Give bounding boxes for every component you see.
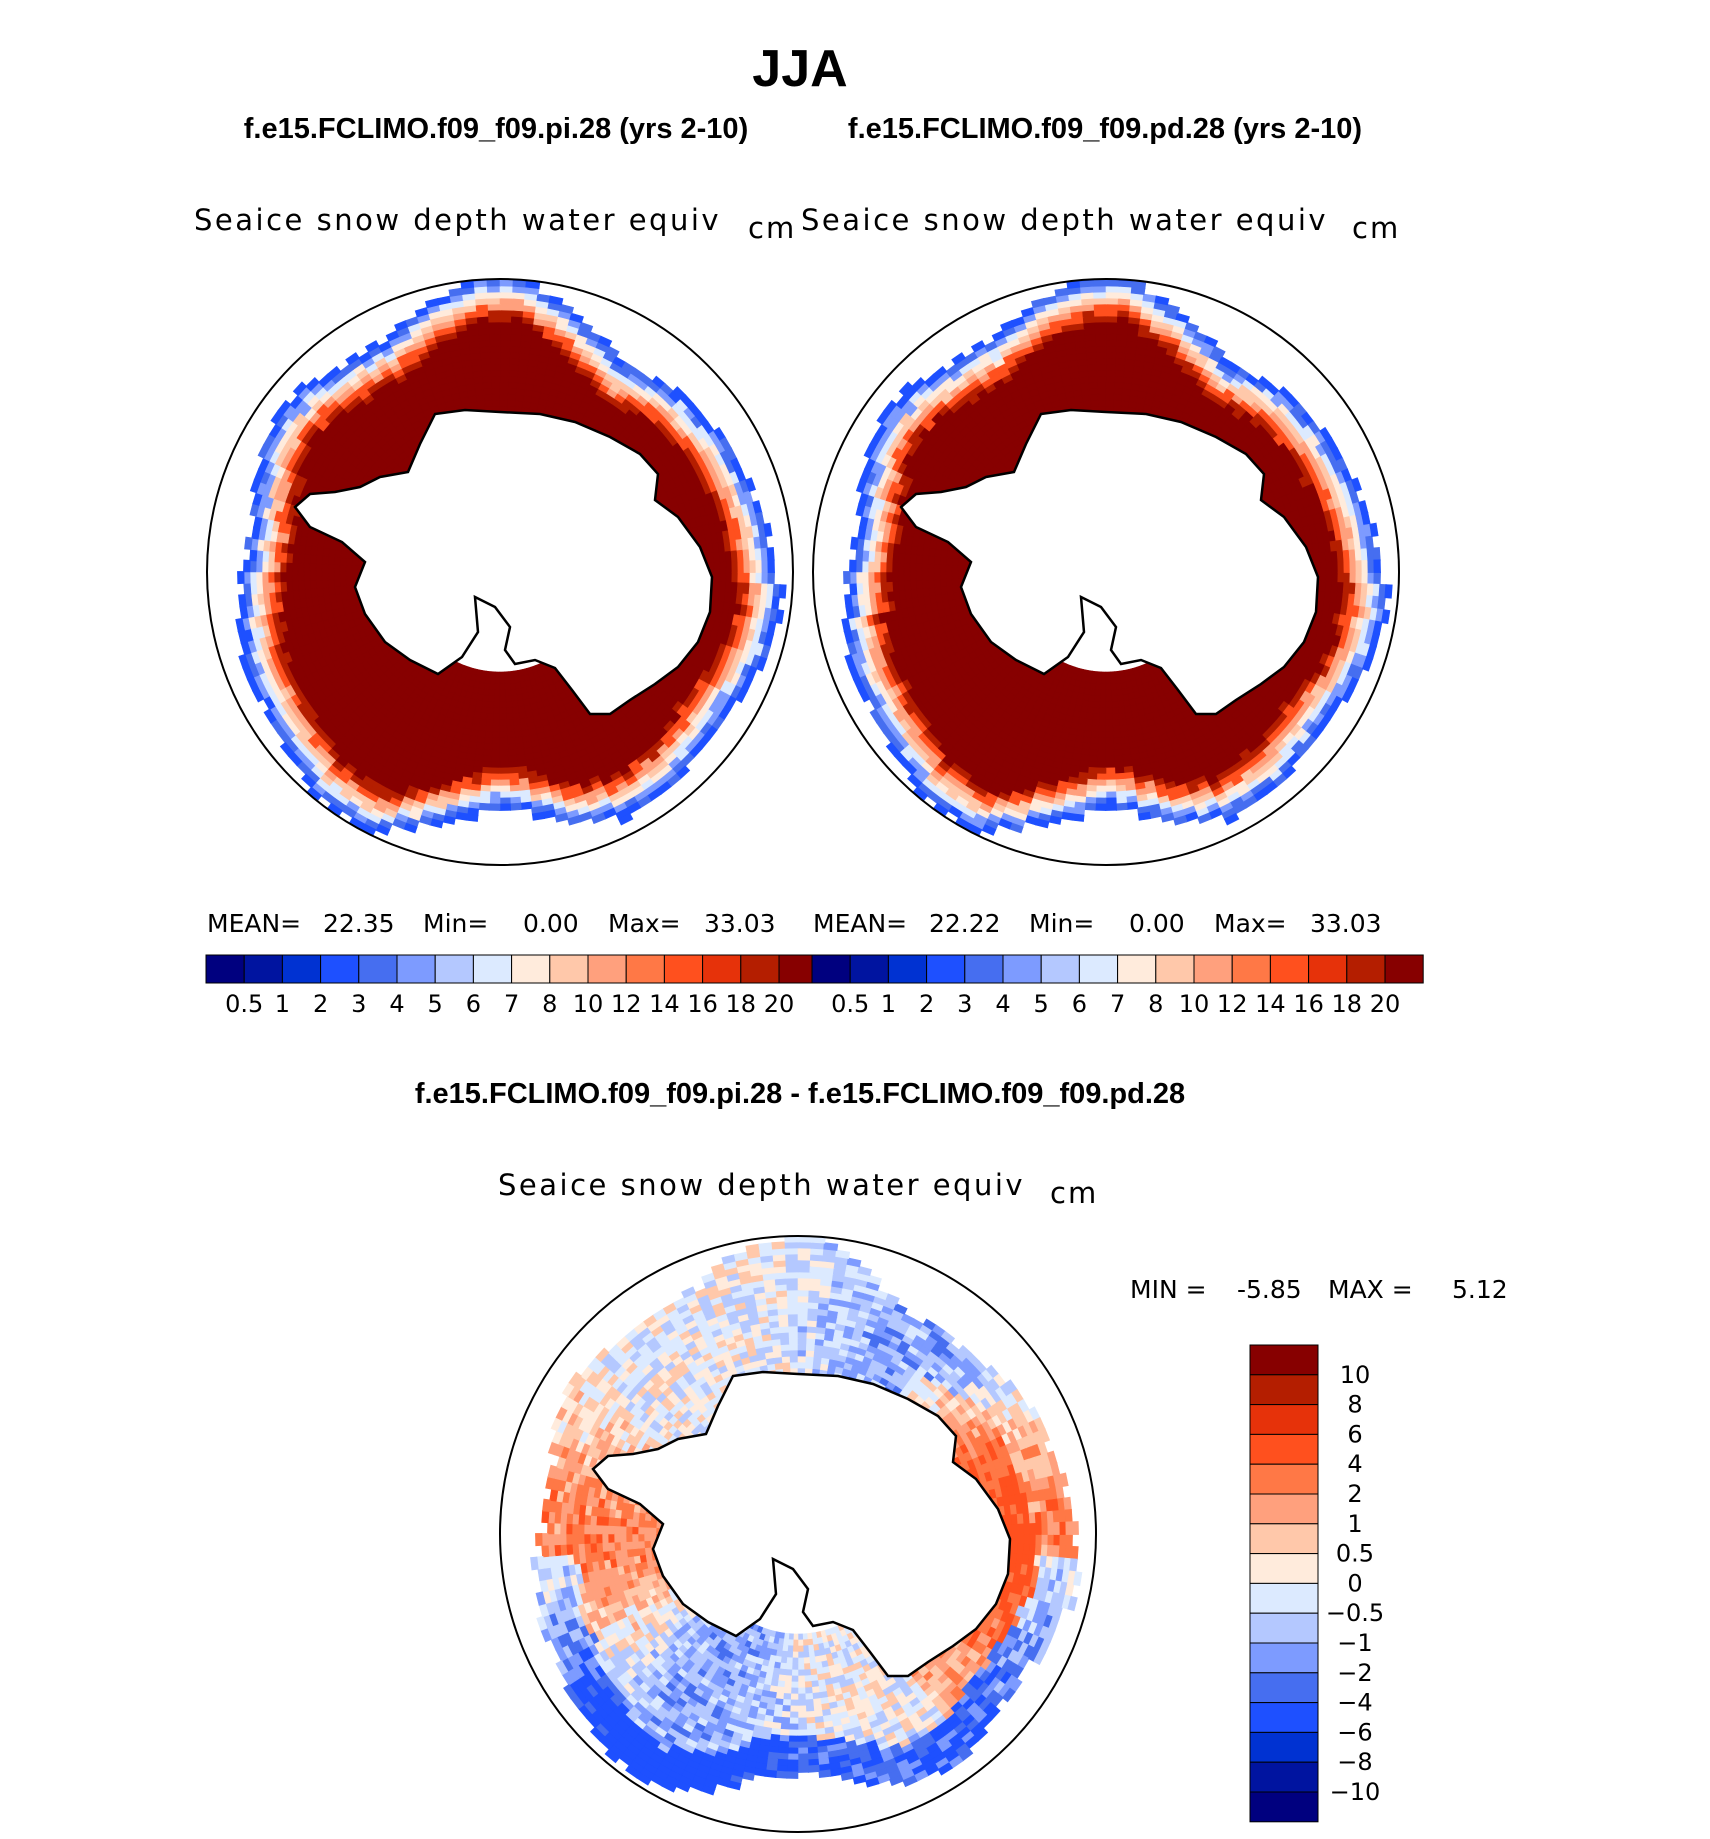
colorbar-swatch xyxy=(396,954,436,984)
colorbar-tick-label: 18 xyxy=(726,990,757,1018)
grid-cell xyxy=(251,526,261,540)
colorbar-swatch xyxy=(549,954,589,984)
panel-pd-title: Seaice snow depth water equiv xyxy=(801,203,1328,237)
stat-mean-label: MEAN= xyxy=(207,909,301,938)
panel-pi: Seaice snow depth water equiv cm MEAN= 2… xyxy=(194,203,818,1018)
grid-cell xyxy=(239,605,249,620)
grid-cell xyxy=(766,547,775,561)
colorbar-tick-label: 16 xyxy=(687,990,718,1018)
panel-pi-title: Seaice snow depth water equiv xyxy=(194,203,721,237)
colorbar-swatch xyxy=(205,954,245,984)
grid-cell xyxy=(1105,689,1112,697)
grid-cell xyxy=(237,571,245,585)
colorbar-tick-label: 5 xyxy=(428,990,443,1018)
colorbar-swatch xyxy=(243,954,283,984)
colorbar-swatch xyxy=(511,954,551,984)
colorbar-swatch xyxy=(434,954,474,984)
colorbar-pi: 0.5 1 2 3 4 5 6 7 8 10 12 14 16 18 20 xyxy=(205,954,818,1018)
grid-cell xyxy=(1105,677,1112,685)
colorbar-swatch xyxy=(740,954,780,984)
grid-cell xyxy=(499,803,512,811)
stat-min-label: Min= xyxy=(423,909,488,938)
grid-cell xyxy=(759,535,768,550)
colorbar-swatch xyxy=(320,954,360,984)
grid-cell xyxy=(771,596,780,611)
case-pi-title: f.e15.FCLIMO.f09_f09.pi.28 (yrs 2-10) xyxy=(244,113,748,145)
grid-cell xyxy=(1105,683,1112,691)
grid-cell xyxy=(1105,671,1112,679)
colorbar-tick-label: 14 xyxy=(649,990,680,1018)
stat-min-value: 0.00 xyxy=(523,909,579,938)
colorbar-tick-label: 2 xyxy=(313,990,328,1018)
grid-cell xyxy=(486,279,501,287)
season-title: JJA xyxy=(752,40,847,98)
grid-cell xyxy=(519,801,533,811)
grid-cell xyxy=(499,279,515,287)
colorbar-tick-label: 6 xyxy=(466,990,481,1018)
panel-pd: Seaice snow depth water equiv cm MEAN= 2… xyxy=(801,203,1424,1018)
grid-cell xyxy=(454,811,468,821)
stat-mean-value: 22.35 xyxy=(323,909,395,938)
grid-cell xyxy=(477,802,490,811)
grid-cell xyxy=(243,559,251,573)
colorbar-tick-label: 4 xyxy=(389,990,404,1018)
grid-cell xyxy=(509,802,522,811)
colorbar-swatch xyxy=(281,954,322,984)
grid-cell xyxy=(244,536,253,550)
grid-cell xyxy=(767,571,775,586)
colorbar-swatch xyxy=(778,954,818,984)
stat-max-label: Max= xyxy=(608,909,681,938)
colorbar-tick-label: 10 xyxy=(573,990,604,1018)
grid-cell xyxy=(499,677,506,685)
colorbar-swatch xyxy=(358,954,398,984)
grid-cell xyxy=(499,689,506,697)
colorbar-swatch xyxy=(702,954,742,984)
colorbar-swatch xyxy=(625,954,665,984)
map-pd xyxy=(812,278,1400,866)
case-pd-title: f.e15.FCLIMO.f09_f09.pd.28 (yrs 2-10) xyxy=(848,113,1362,145)
colorbar-tick-label: 0.5 xyxy=(225,990,263,1018)
grid-cell xyxy=(488,803,501,811)
grid-cell xyxy=(238,594,247,608)
grid-cell xyxy=(243,582,252,596)
grid-cell xyxy=(499,683,506,691)
colorbar-tick-label: 8 xyxy=(542,990,557,1018)
colorbar-tick-label: 3 xyxy=(351,990,366,1018)
grid-cell xyxy=(465,813,479,822)
colorbar-tick-label: 20 xyxy=(764,990,795,1018)
grid-cell xyxy=(249,548,258,562)
panel-pd-units: cm xyxy=(1352,211,1400,245)
stats-pi: MEAN= 22.35 Min= 0.00 Max= 33.03 xyxy=(207,909,776,938)
colorbar-tick-label: 1 xyxy=(275,990,290,1018)
colorbar-swatch xyxy=(663,954,704,984)
grid-cell xyxy=(778,584,787,599)
colorbar-tick-label: 7 xyxy=(504,990,519,1018)
grid-cell xyxy=(767,559,775,573)
stat-max-value: 33.03 xyxy=(704,909,776,938)
colorbar-swatch xyxy=(587,954,627,984)
colorbar-tick-label: 12 xyxy=(611,990,642,1018)
grid-cell xyxy=(499,671,506,679)
colorbar-swatch xyxy=(472,954,513,984)
map-pi xyxy=(206,278,794,866)
panel-pi-units: cm xyxy=(748,211,796,245)
grid-cell xyxy=(531,811,546,821)
